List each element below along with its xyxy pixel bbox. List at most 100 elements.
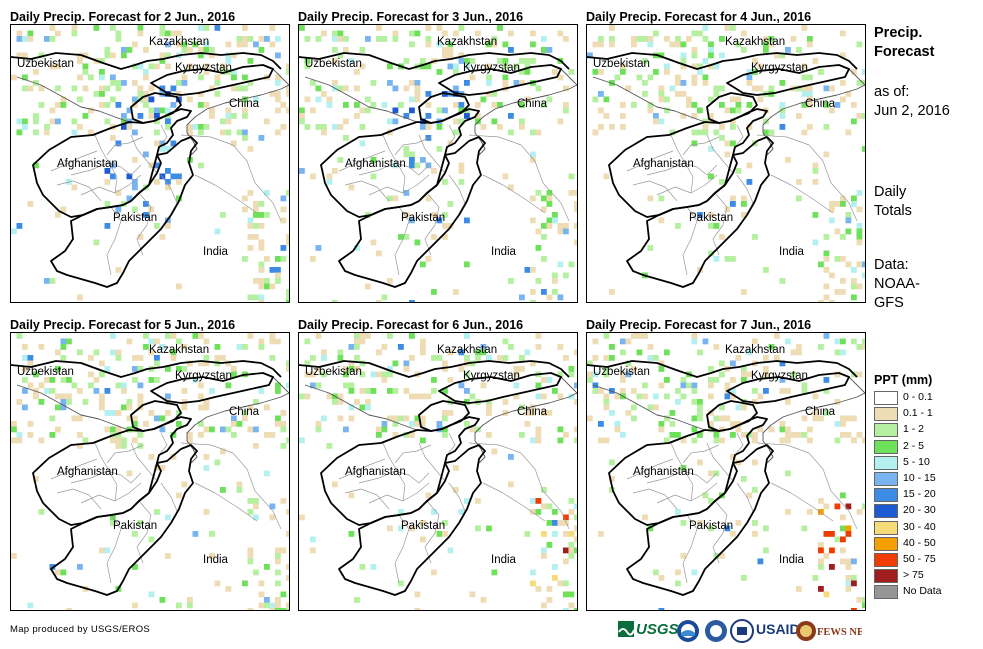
legend-swatch	[874, 423, 898, 438]
map-label-kazakhstan: Kazakhstan	[437, 344, 497, 356]
fewsnet-logo-text: FEWS NET	[817, 627, 862, 638]
map-svg: Kazakhstan Uzbekistan Kyrgyzstan China Afgha…	[299, 333, 577, 610]
legend-label: 0.1 - 1	[903, 407, 933, 420]
map-label-india: India	[779, 554, 805, 566]
noaa-logo	[677, 620, 699, 642]
totals-line2: Totals	[874, 203, 912, 219]
map-svg: Kazakhstan Uzbekistan Kyrgyzstan China Afgha…	[11, 333, 289, 610]
map-label-kyrgyzstan: Kyrgyzstan	[175, 370, 232, 382]
map-label-china: China	[229, 406, 260, 418]
panel-title: Daily Precip. Forecast for 3 Jun., 2016	[298, 10, 524, 24]
map-label-kyrgyzstan: Kyrgyzstan	[463, 62, 520, 74]
usaid-logo: USAID	[730, 619, 800, 643]
sidebar-title: Precip. Forecast	[874, 24, 934, 62]
precip-cells	[299, 25, 577, 302]
panel-title: Daily Precip. Forecast for 2 Jun., 2016	[10, 10, 236, 24]
legend-label: 5 - 10	[903, 455, 930, 468]
dhs-logo	[705, 620, 727, 642]
forecast-map: Kazakhstan Uzbekistan Kyrgyzstan China Afgha…	[586, 24, 866, 303]
map-label-uzbekistan: Uzbekistan	[17, 366, 74, 378]
map-label-india: India	[491, 554, 517, 566]
map-label-kazakhstan: Kazakhstan	[149, 344, 209, 356]
sidebar-asof: as of: Jun 2, 2016	[874, 83, 950, 121]
precip-cells	[587, 25, 865, 302]
legend-swatch	[874, 455, 898, 470]
panel-title: Daily Precip. Forecast for 5 Jun., 2016	[10, 318, 236, 332]
map-label-kazakhstan: Kazakhstan	[149, 36, 209, 48]
map-label-uzbekistan: Uzbekistan	[17, 58, 74, 70]
forecast-map: Kazakhstan Uzbekistan Kyrgyzstan China Afgha…	[10, 332, 290, 611]
legend-label: 15 - 20	[903, 488, 936, 501]
legend-swatch	[874, 520, 898, 535]
legend-label: 50 - 75	[903, 553, 936, 565]
panel-title: Daily Precip. Forecast for 4 Jun., 2016	[586, 10, 812, 24]
legend-swatch	[874, 536, 898, 551]
legend-label: 0 - 0.1	[903, 391, 933, 403]
map-label-afghanistan: Afghanistan	[57, 158, 118, 170]
map-label-pakistan: Pakistan	[113, 212, 157, 224]
map-label-kazakhstan: Kazakhstan	[725, 344, 785, 356]
legend-swatch	[874, 488, 898, 503]
map-label-kyrgyzstan: Kyrgyzstan	[175, 62, 232, 74]
map-label-pakistan: Pakistan	[689, 520, 733, 532]
map-svg: Kazakhstan Uzbekistan Kyrgyzstan China Afgha…	[587, 333, 865, 610]
map-label-afghanistan: Afghanistan	[345, 466, 406, 478]
legend-swatch	[874, 569, 898, 584]
precip-cells	[299, 333, 577, 610]
map-label-afghanistan: Afghanistan	[633, 158, 694, 170]
map-label-china: China	[517, 98, 548, 110]
precip-cells	[11, 333, 289, 610]
map-label-kazakhstan: Kazakhstan	[725, 36, 785, 48]
map-label-india: India	[203, 246, 229, 258]
panel-title: Daily Precip. Forecast for 6 Jun., 2016	[298, 318, 524, 332]
map-label-uzbekistan: Uzbekistan	[305, 366, 362, 378]
precip-cells	[11, 25, 289, 302]
legend-swatch	[874, 585, 898, 600]
usaid-logo-text: USAID	[756, 621, 800, 637]
sidebar-title-line1: Precip.	[874, 25, 923, 41]
legend-label: 10 - 15	[903, 472, 936, 484]
data-line1: Data:	[874, 257, 909, 273]
map-label-pakistan: Pakistan	[689, 212, 733, 224]
map-label-pakistan: Pakistan	[401, 520, 445, 532]
asof-label: as of:	[874, 84, 910, 100]
map-svg: Kazakhstan Uzbekistan Kyrgyzstan China Afgha…	[11, 25, 289, 302]
sidebar-data-source: Data: NOAA- GFS	[874, 256, 920, 313]
map-label-afghanistan: Afghanistan	[57, 466, 118, 478]
usgs-logo-text: USGS	[636, 621, 679, 638]
legend-swatch	[874, 553, 898, 567]
legend-swatch	[874, 391, 898, 405]
legend-swatch	[874, 439, 898, 454]
legend-label: 20 - 30	[903, 504, 936, 517]
map-svg: Kazakhstan Uzbekistan Kyrgyzstan China Afgha…	[299, 25, 577, 302]
map-label-kyrgyzstan: Kyrgyzstan	[463, 370, 520, 382]
totals-line1: Daily	[874, 184, 907, 200]
map-label-afghanistan: Afghanistan	[345, 158, 406, 170]
map-svg: Kazakhstan Uzbekistan Kyrgyzstan China Afgha…	[587, 25, 865, 302]
map-label-kazakhstan: Kazakhstan	[437, 36, 497, 48]
map-label-kyrgyzstan: Kyrgyzstan	[751, 370, 808, 382]
forecast-map: Kazakhstan Uzbekistan Kyrgyzstan China Afgha…	[10, 24, 290, 303]
map-label-india: India	[491, 246, 517, 258]
data-line2: NOAA-	[874, 276, 920, 292]
legend-label: 2 - 5	[903, 439, 925, 452]
agency-logos: USGS USAID FEWS NET	[618, 619, 862, 643]
map-credit: Map produced by USGS/EROS	[10, 624, 151, 635]
map-label-uzbekistan: Uzbekistan	[593, 366, 650, 378]
map-label-kyrgyzstan: Kyrgyzstan	[751, 62, 808, 74]
map-label-pakistan: Pakistan	[113, 520, 157, 532]
sidebar-totals: Daily Totals	[874, 183, 912, 221]
usgs-logo: USGS	[618, 621, 679, 638]
map-label-india: India	[203, 554, 229, 566]
fewsnet-logo: FEWS NET	[796, 621, 862, 641]
map-label-uzbekistan: Uzbekistan	[593, 58, 650, 70]
legend-swatch	[874, 504, 898, 519]
legend-label: 30 - 40	[903, 520, 936, 533]
precip-cells	[587, 333, 865, 610]
map-label-india: India	[779, 246, 805, 258]
legend-swatch	[874, 407, 898, 422]
map-label-china: China	[229, 98, 260, 110]
map-label-uzbekistan: Uzbekistan	[305, 58, 362, 70]
forecast-map: Kazakhstan Uzbekistan Kyrgyzstan China Afgha…	[586, 332, 866, 611]
map-label-china: China	[805, 98, 836, 110]
